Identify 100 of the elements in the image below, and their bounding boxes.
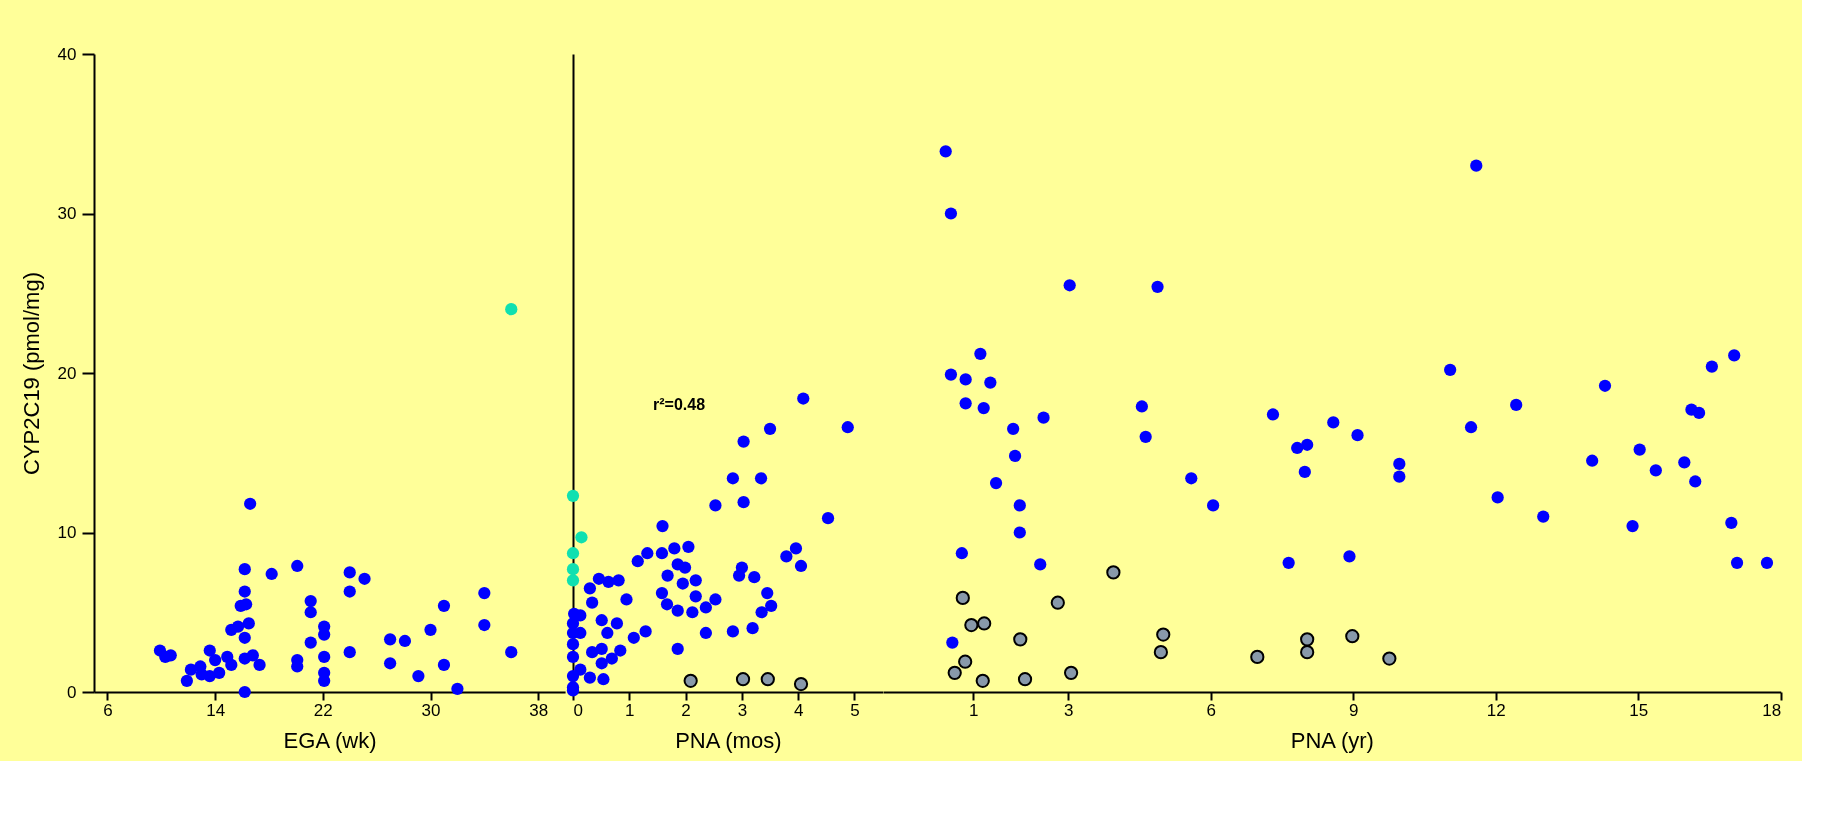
point [253, 658, 266, 671]
x-tick-label: 6 [103, 700, 113, 720]
point [1050, 595, 1065, 610]
x-tick-label: 6 [1206, 700, 1216, 720]
point [959, 397, 972, 410]
point [1008, 449, 1022, 463]
point [358, 572, 371, 585]
point [1034, 558, 1047, 571]
point [505, 303, 518, 316]
point [1470, 159, 1483, 172]
y-tick-label: 30 [57, 204, 77, 223]
annotation: r²=0.48 [653, 396, 706, 413]
point [984, 376, 997, 389]
point [291, 559, 304, 573]
x-tick-label: 9 [1349, 700, 1359, 720]
x-tick-label: 0 [573, 700, 583, 720]
point [1153, 645, 1168, 660]
point [1633, 443, 1646, 456]
point [318, 650, 331, 664]
point [1298, 465, 1311, 478]
point [437, 658, 451, 671]
point [989, 476, 1003, 490]
point [944, 368, 958, 381]
point [1760, 556, 1774, 569]
point [1007, 422, 1020, 435]
point [566, 574, 580, 587]
point [1135, 400, 1148, 413]
point [265, 567, 278, 581]
x-tick-label: 3 [1064, 700, 1074, 720]
x-axis-title: EGA (wk) [283, 727, 377, 753]
point [1017, 672, 1033, 687]
y-axis-title: CYP2C19 (pmol/mg) [18, 272, 44, 475]
point [242, 617, 255, 630]
point [384, 633, 397, 646]
point [947, 665, 962, 680]
point [1444, 363, 1457, 376]
point [955, 590, 970, 606]
point [424, 623, 437, 636]
point [760, 672, 775, 687]
point [566, 489, 580, 502]
y-tick-label: 0 [67, 682, 77, 702]
point [451, 682, 464, 695]
point [1351, 429, 1364, 442]
point [1037, 411, 1050, 424]
point [566, 547, 580, 560]
point [1266, 408, 1280, 421]
point [505, 646, 518, 659]
point [1689, 475, 1702, 488]
point [1491, 491, 1504, 504]
point [398, 634, 412, 648]
point [1106, 565, 1121, 580]
x-tick-label: 22 [313, 700, 333, 720]
point [238, 585, 251, 598]
x-tick-label: 15 [1629, 700, 1649, 720]
point [1013, 526, 1026, 539]
x-axis-title: PNA (yr) [1290, 727, 1374, 753]
point [1250, 649, 1265, 665]
point [1382, 651, 1397, 666]
point [1393, 457, 1406, 471]
x-axis-title: PNA (mos) [675, 727, 782, 753]
point [735, 672, 751, 687]
point [793, 676, 809, 692]
point [238, 685, 251, 699]
point [231, 620, 245, 633]
point [244, 497, 257, 510]
point [1013, 499, 1026, 512]
x-tick-label: 30 [421, 700, 441, 720]
y-tick-label: 40 [57, 44, 77, 64]
x-tick-label: 5 [850, 700, 860, 720]
point [955, 547, 968, 560]
point [1343, 550, 1356, 563]
x-tick-label: 14 [206, 700, 226, 720]
point [343, 566, 356, 579]
point [575, 531, 588, 544]
point [1598, 379, 1612, 392]
point [566, 563, 580, 576]
point [180, 674, 193, 687]
point [1207, 499, 1220, 512]
x-tick-label: 1 [625, 700, 635, 720]
point [977, 401, 990, 415]
point [246, 649, 259, 662]
point [1291, 441, 1304, 455]
point [1063, 279, 1076, 292]
point [1282, 556, 1295, 569]
point [304, 636, 317, 649]
point [1300, 632, 1315, 647]
point [1678, 456, 1691, 469]
point [437, 599, 451, 612]
point [1692, 406, 1706, 419]
point [977, 616, 992, 631]
point [1063, 665, 1079, 680]
point [1156, 627, 1171, 642]
x-tick-label: 4 [793, 700, 804, 720]
point [304, 594, 317, 608]
point [1649, 464, 1662, 477]
point [1327, 416, 1340, 429]
point [1728, 349, 1741, 362]
x-tick-label: 3 [737, 700, 748, 720]
point [944, 207, 958, 220]
point [384, 657, 397, 670]
